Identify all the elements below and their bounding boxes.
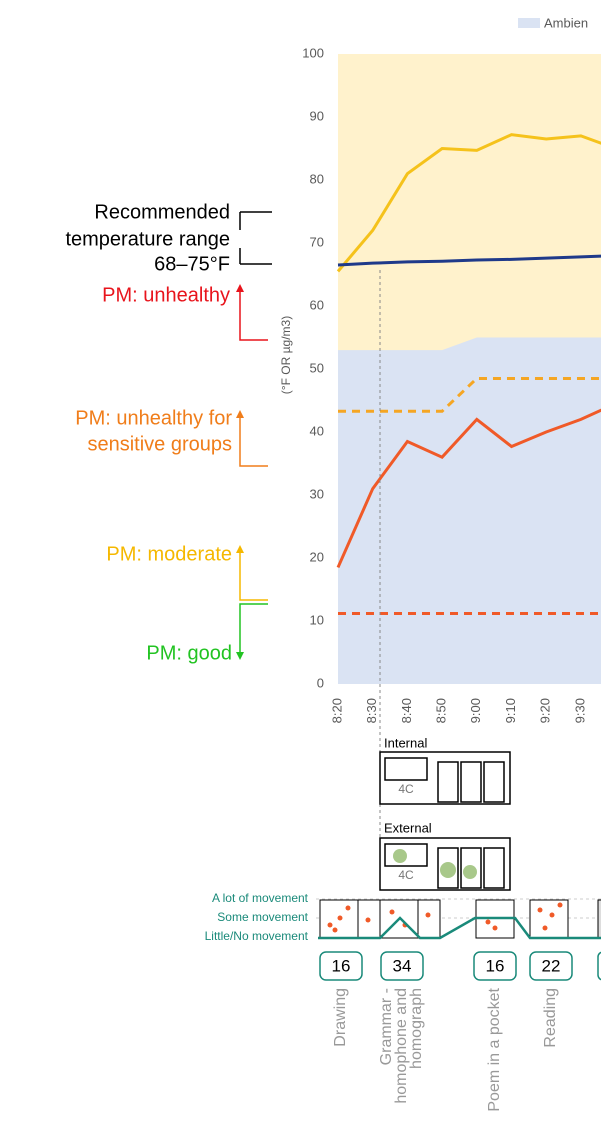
activities: 16 Drawing 34 Grammar -homophone andhomogra… xyxy=(319,951,573,1112)
count: 34 xyxy=(393,956,412,975)
y-tick-label: 10 xyxy=(310,612,324,627)
count-box xyxy=(380,951,424,981)
activity-label: Grammar - xyxy=(378,988,395,1065)
room-external xyxy=(379,837,511,891)
plot: 0 10 20 30 40 50 60 70 80 90 100 8:20 8:30 8:40 8:50 9:… xyxy=(302,45,601,723)
count-box xyxy=(597,951,601,981)
annotation: PM: good xyxy=(146,642,232,664)
brackets xyxy=(236,211,272,660)
y-tick-label: 20 xyxy=(310,549,324,564)
x-tick-label: 9:10 xyxy=(503,698,518,723)
activity-label: homograph xyxy=(408,988,425,1069)
annotation: 68–75°F xyxy=(154,253,230,275)
count: 16 xyxy=(486,956,505,975)
x-tick-label: 8:40 xyxy=(399,698,414,723)
annotation: temperature range xyxy=(65,228,230,250)
legend-swatch xyxy=(518,18,540,28)
movement-label: Some movement xyxy=(217,910,308,924)
activity-label: homophone and xyxy=(393,988,410,1104)
x-tick-label: 8:30 xyxy=(364,698,379,723)
x-tick-label: 9:00 xyxy=(468,698,483,723)
annotations: Recommended temperature range 68–75°F PM… xyxy=(65,201,232,664)
line xyxy=(337,254,601,267)
movement-legend: A lot of movement Some movement Little/N… xyxy=(205,891,309,943)
count: 16 xyxy=(332,956,351,975)
x-tick-label: 8:20 xyxy=(329,698,344,723)
count-box xyxy=(473,951,517,981)
room-name: 4C xyxy=(398,782,414,796)
y-tick-label: 70 xyxy=(310,234,324,249)
line xyxy=(338,376,601,413)
y-tick-label: 100 xyxy=(302,45,324,60)
y-tick-label: 50 xyxy=(310,360,324,375)
annotation: PM: unhealthy for xyxy=(75,407,232,429)
count-box xyxy=(529,951,573,981)
line xyxy=(336,408,601,569)
y-tick-label: 30 xyxy=(310,486,324,501)
photo-dots xyxy=(327,902,563,933)
y-tick-label: 90 xyxy=(310,108,324,123)
movement-label: Little/No movement xyxy=(205,929,309,943)
annotation: PM: moderate xyxy=(106,543,232,565)
y-tick-label: 40 xyxy=(310,423,324,438)
line xyxy=(336,133,601,273)
legend-label: Ambien xyxy=(544,15,588,30)
x-tick-label: 9:30 xyxy=(572,698,587,723)
count: 22 xyxy=(542,956,561,975)
y-tick-label: 80 xyxy=(310,171,324,186)
room-internal xyxy=(379,751,511,805)
annotation: sensitive groups xyxy=(87,433,232,455)
x-tick-label: 9:20 xyxy=(538,698,553,723)
y-tick-label: 60 xyxy=(310,297,324,312)
annotation: PM: unhealthy xyxy=(102,284,230,306)
movement-label: A lot of movement xyxy=(212,891,309,905)
activity-label: Poem in a pocket xyxy=(486,987,503,1111)
room-name: 4C xyxy=(398,868,414,882)
room-label: External xyxy=(384,820,432,835)
annotation: Recommended xyxy=(94,201,230,223)
movement-line xyxy=(318,916,601,940)
count-box xyxy=(319,951,363,981)
room-label: Internal xyxy=(384,735,427,750)
y-axis-label: (°F OR µg/m3) xyxy=(279,316,293,394)
area xyxy=(338,337,601,684)
x-tick-label: 8:50 xyxy=(434,698,449,723)
activity-label: Reading xyxy=(542,988,559,1048)
activity-label: Drawing xyxy=(332,988,349,1047)
y-tick-label: 0 xyxy=(317,675,324,690)
